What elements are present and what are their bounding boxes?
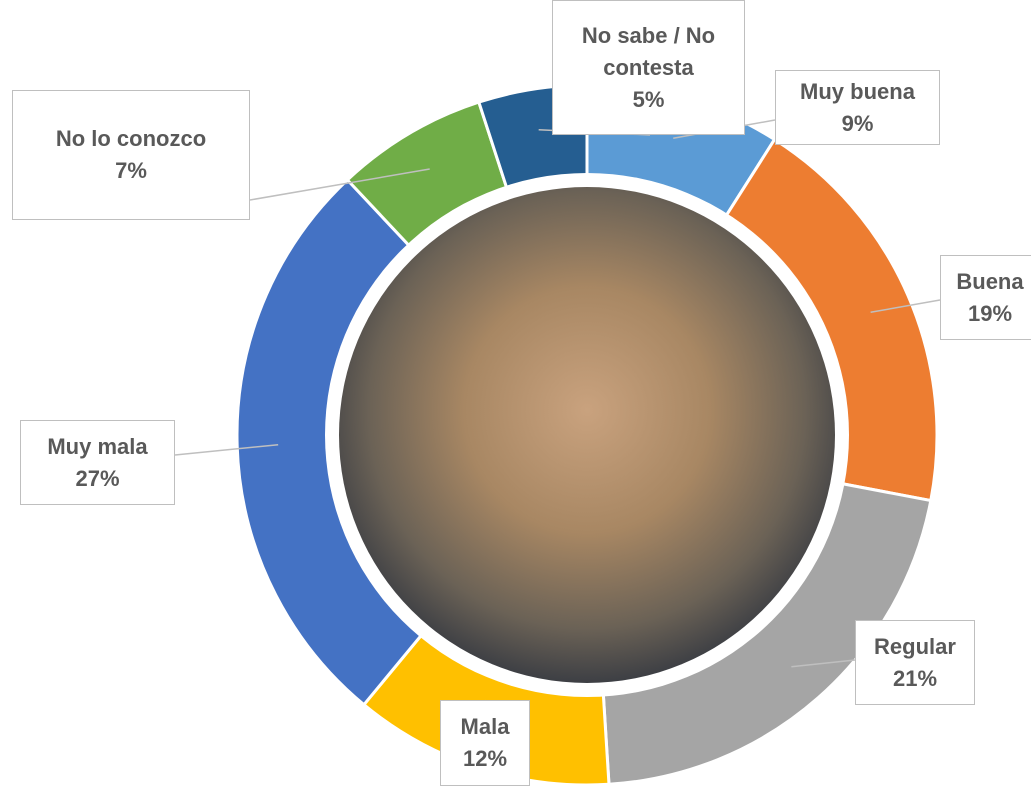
- label-category: Buena: [956, 268, 1024, 294]
- label-value: 5%: [632, 86, 665, 112]
- leader-line: [249, 168, 430, 201]
- label-category: Regular: [874, 633, 956, 659]
- label-value: 12%: [462, 746, 508, 771]
- leader-line: [174, 443, 279, 456]
- data-label: Buena 19%: [940, 255, 1031, 340]
- label-category: Muy buena: [800, 78, 915, 104]
- data-label: Muy buena 9%: [775, 70, 940, 145]
- data-label: Muy mala 27%: [20, 420, 175, 505]
- label-category: No lo conozco: [55, 126, 207, 151]
- label-value: 19%: [967, 300, 1013, 326]
- label-value: 21%: [892, 665, 938, 691]
- data-label: Regular 21%: [855, 620, 975, 705]
- data-label: No sabe / No contesta 5%: [552, 0, 745, 135]
- label-category: Mala: [460, 714, 510, 739]
- label-value: 7%: [115, 158, 147, 183]
- label-category: No sabe / No contesta: [581, 22, 716, 80]
- label-value: 27%: [75, 465, 120, 491]
- label-value: 9%: [841, 110, 874, 136]
- label-category: Muy mala: [47, 433, 148, 459]
- data-label: No lo conozco 7%: [12, 90, 250, 220]
- center-photo: [339, 187, 835, 683]
- leader-line: [870, 299, 941, 314]
- data-label: Mala 12%: [440, 700, 530, 786]
- leader-line: [791, 659, 856, 668]
